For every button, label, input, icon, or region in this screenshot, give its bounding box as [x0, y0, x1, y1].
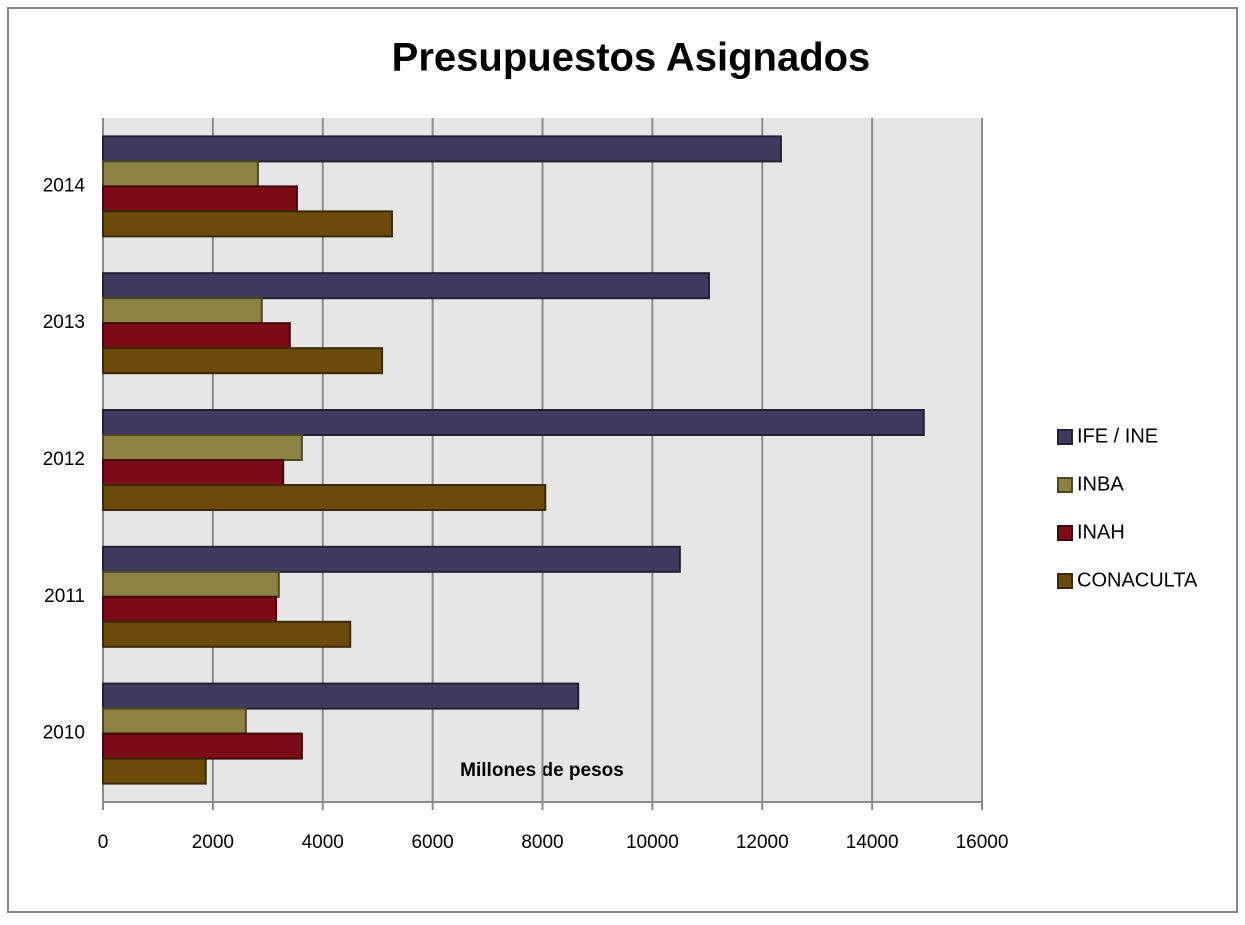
y-tick-label: 2013 — [43, 312, 85, 333]
bar — [102, 484, 547, 511]
x-tick-label: 12000 — [736, 832, 789, 853]
legend-swatch — [1057, 477, 1073, 493]
bar — [102, 545, 681, 573]
bar — [102, 297, 263, 325]
legend-swatch — [1057, 573, 1073, 589]
bar — [102, 682, 580, 710]
bar — [102, 322, 291, 350]
bar — [102, 272, 710, 300]
bar — [102, 347, 384, 375]
x-tick-label: 16000 — [956, 832, 1009, 853]
y-tick-label: 2010 — [43, 723, 85, 744]
bar — [102, 459, 285, 486]
bar — [102, 570, 280, 598]
legend-label: IFE / INE — [1077, 425, 1158, 447]
bar — [102, 732, 303, 760]
bar — [102, 707, 247, 735]
legend-label: INBA — [1077, 473, 1124, 495]
bar — [102, 620, 352, 648]
x-tick-label: 10000 — [626, 832, 679, 853]
bar — [102, 135, 782, 163]
legend-swatch — [1057, 525, 1073, 541]
bar — [102, 409, 925, 436]
bar — [102, 160, 259, 188]
bar — [102, 185, 298, 213]
y-tick-label: 2011 — [44, 586, 85, 607]
chart-title: Presupuestos Asignados — [392, 36, 871, 80]
x-tick-label: 4000 — [302, 832, 344, 853]
y-tick-label: 2014 — [43, 175, 86, 196]
y-tick-label: 2012 — [43, 449, 85, 470]
bar — [102, 757, 207, 785]
x-tick-label: 2000 — [192, 832, 234, 853]
legend-label: INAH — [1077, 521, 1125, 543]
bar — [102, 595, 278, 623]
bar — [102, 210, 393, 238]
x-tick-label: 0 — [98, 832, 109, 853]
legend-label: CONACULTA — [1077, 569, 1198, 591]
bar — [102, 434, 303, 461]
x-tick-label: 8000 — [521, 832, 563, 853]
x-tick-label: 14000 — [846, 832, 899, 853]
legend-swatch — [1057, 429, 1073, 445]
x-tick-label: 6000 — [411, 832, 453, 853]
